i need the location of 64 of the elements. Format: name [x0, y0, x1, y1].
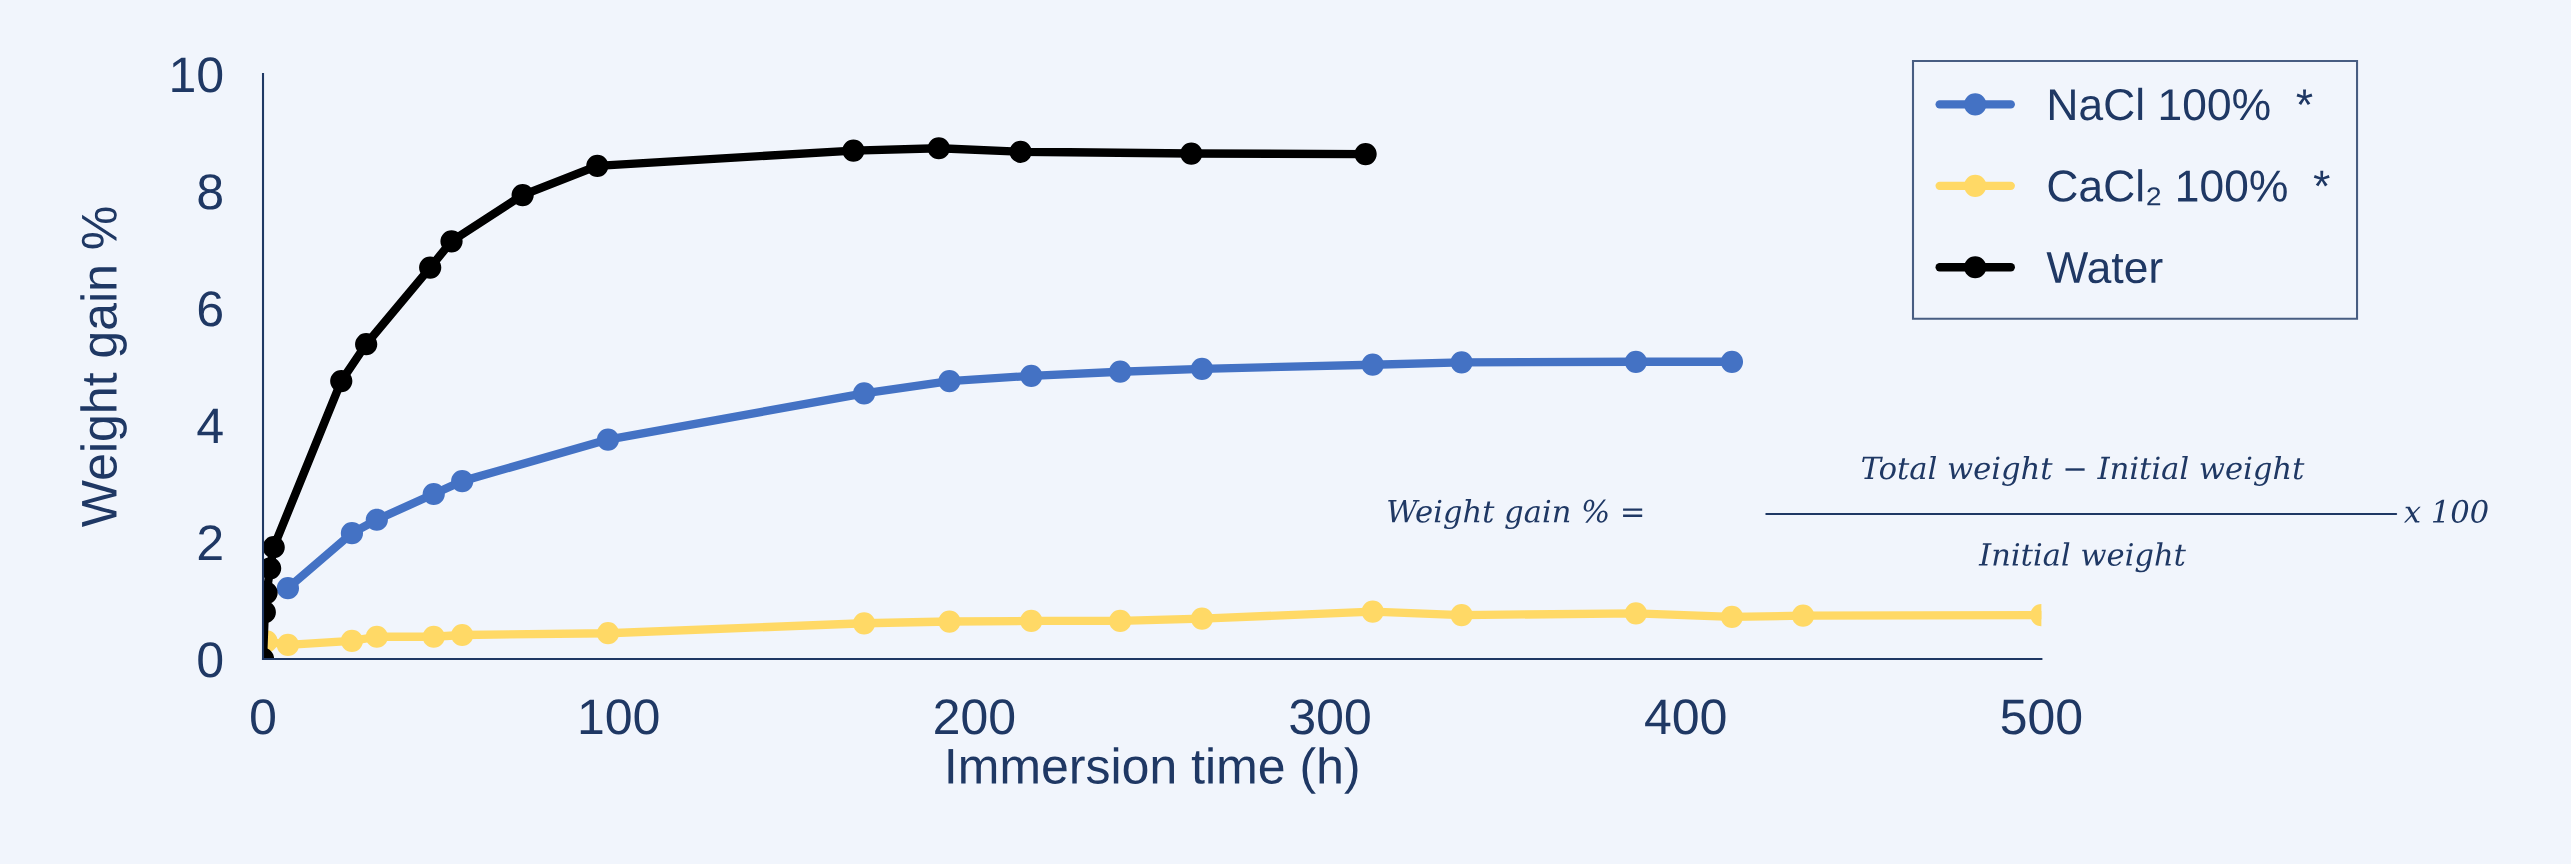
y-axis-title: Weight gain % [80, 207, 127, 527]
point [938, 369, 961, 393]
point [1720, 350, 1744, 373]
point [586, 154, 609, 177]
point [340, 629, 364, 652]
point [1450, 603, 1473, 627]
x-tick-label: 300 [1290, 699, 1370, 735]
point [355, 333, 378, 356]
legend-label: NaCl 100% * [2049, 87, 2313, 121]
point [422, 482, 445, 506]
point [1791, 604, 1815, 627]
point [852, 612, 876, 635]
point [340, 522, 364, 545]
point [1020, 364, 1043, 387]
point [276, 577, 300, 600]
annotation: Total weight − Initial weight [1862, 455, 2305, 486]
point [842, 139, 865, 162]
point [440, 230, 463, 253]
point [1361, 353, 1384, 376]
annotation: Initial weight [1978, 542, 2186, 573]
point [1020, 609, 1043, 633]
x-tick-label: 0 [251, 699, 275, 735]
point [1354, 142, 1377, 166]
point [365, 508, 388, 531]
point [1109, 609, 1132, 633]
x-tick-label: 100 [580, 699, 659, 735]
point [1361, 600, 1384, 623]
x-tick-label: 400 [1645, 699, 1726, 735]
point [1450, 351, 1473, 374]
y-tick-label: 10 [172, 57, 223, 93]
y-tick-label: 4 [197, 408, 223, 444]
x-axis-title: Immersion time (h) [948, 747, 1358, 794]
point [419, 256, 442, 279]
point [1009, 140, 1032, 163]
point [263, 536, 285, 559]
point [1624, 602, 1648, 625]
point [596, 622, 620, 645]
point [330, 369, 353, 393]
point [422, 625, 445, 648]
point [511, 183, 534, 207]
point [1180, 142, 1203, 165]
y-tick-label: 0 [198, 642, 223, 678]
point [596, 428, 620, 451]
x-tick-label: 500 [2001, 699, 2082, 735]
point [852, 382, 876, 405]
point [1109, 360, 1132, 383]
text: x 100 [2403, 499, 2488, 523]
y-tick-label: 6 [198, 291, 222, 327]
point [927, 137, 950, 160]
annotation: Weight gain % = [1388, 499, 1643, 530]
y-tick-label: 2 [198, 525, 222, 561]
x-tick-label: 200 [935, 699, 1015, 735]
legend-label: Water [2046, 252, 2163, 284]
point [276, 633, 300, 657]
point [1190, 357, 1214, 380]
point [1624, 350, 1648, 373]
point [365, 625, 388, 648]
legend-label: CaCl₂ 100% * [2048, 169, 2330, 206]
point [1190, 607, 1214, 630]
y-tick-label: 8 [198, 174, 222, 210]
point [451, 470, 474, 493]
point [451, 623, 474, 647]
point [938, 610, 961, 633]
point [1720, 605, 1744, 628]
